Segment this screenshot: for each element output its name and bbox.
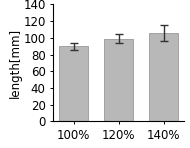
Bar [104,39,133,121]
Bar [59,46,88,121]
Bar [149,33,178,121]
Y-axis label: length[mm]: length[mm] [9,28,22,98]
